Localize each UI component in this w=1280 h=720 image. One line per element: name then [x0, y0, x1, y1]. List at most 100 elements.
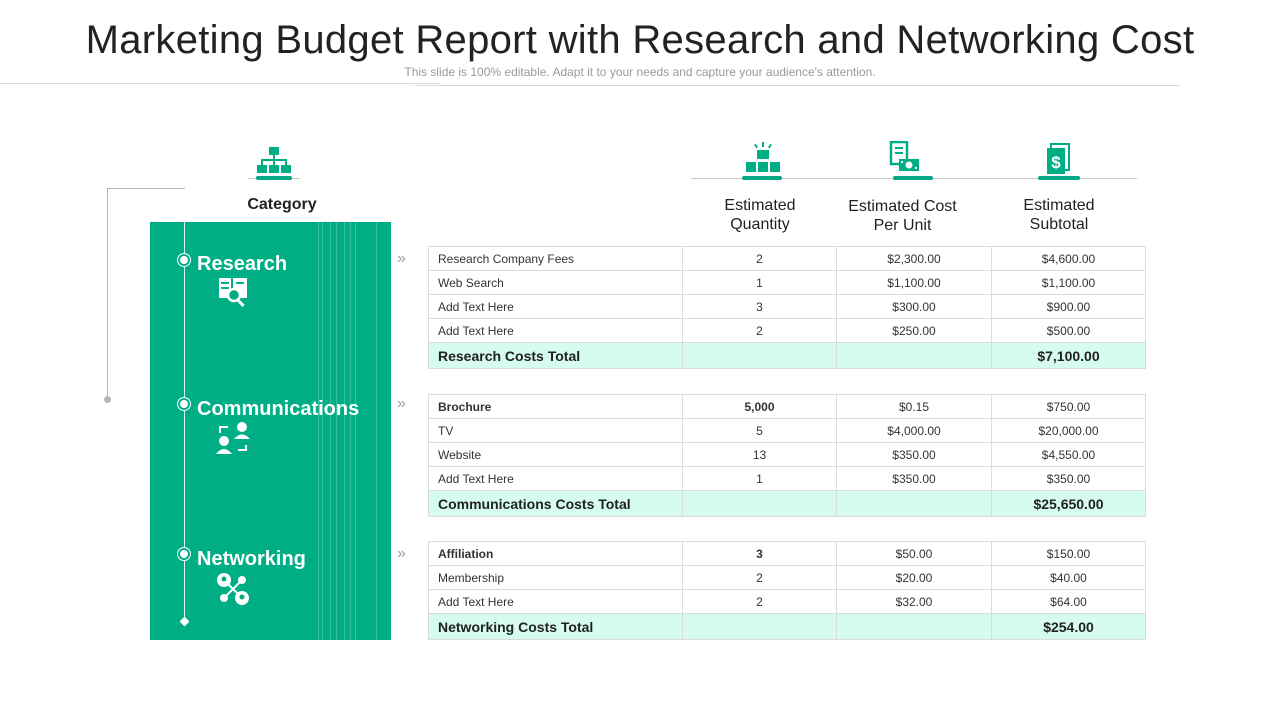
quantity-cell: 5,000	[682, 394, 837, 419]
item-name: Research Company Fees	[428, 246, 683, 271]
table-row: Add Text Here 2 $250.00 $500.00	[428, 318, 1146, 343]
timeline-connector	[107, 188, 185, 400]
quantity-cell: 2	[682, 589, 837, 614]
table-row: Add Text Here 1 $350.00 $350.00	[428, 466, 1146, 491]
table-row: Add Text Here 3 $300.00 $900.00	[428, 294, 1146, 319]
unit-cost-cell: $4,000.00	[836, 418, 992, 443]
item-name: Add Text Here	[428, 294, 683, 319]
unit-cost-cell: $50.00	[836, 541, 992, 566]
unit-cost-cell: $300.00	[836, 294, 992, 319]
subtotal-cell: $750.00	[991, 394, 1146, 419]
table-row: Brochure 5,000 $0.15 $750.00	[428, 394, 1146, 419]
total-value: $254.00	[991, 613, 1146, 640]
people-exchange-icon	[216, 421, 250, 455]
unit-cost-cell: $250.00	[836, 318, 992, 343]
item-name: TV	[428, 418, 683, 443]
unit-cost-cell: $1,100.00	[836, 270, 992, 295]
quantity-cell: 2	[682, 565, 837, 590]
slide-title: Marketing Budget Report with Research an…	[85, 18, 1195, 62]
subtotal-cell: $500.00	[991, 318, 1146, 343]
subtotal-header-bar	[1038, 176, 1080, 180]
category-communications: Communications	[197, 398, 360, 420]
hierarchy-icon	[256, 145, 292, 177]
connector-dot	[104, 396, 111, 403]
timeline-dot-communications	[178, 398, 190, 410]
subtotal-cell: $4,600.00	[991, 246, 1146, 271]
category-networking: Networking	[197, 548, 306, 570]
item-name: Website	[428, 442, 683, 467]
subtotal-column-header: Estimated Subtotal	[1023, 197, 1095, 233]
unit-cost-cell: $350.00	[836, 442, 992, 467]
quantity-cell: 3	[682, 294, 837, 319]
total-row: Communications Costs Total $25,650.00	[428, 490, 1146, 517]
subtotal-cell: $40.00	[991, 565, 1146, 590]
quantity-cell: 1	[682, 466, 837, 491]
quantity-cell: 2	[682, 318, 837, 343]
item-name: Membership	[428, 565, 683, 590]
unit-cost-cell: $350.00	[836, 466, 992, 491]
total-value: $25,650.00	[991, 490, 1146, 517]
item-name: Add Text Here	[428, 589, 683, 614]
unit-cost-cell: $32.00	[836, 589, 992, 614]
table-row: Membership 2 $20.00 $40.00	[428, 565, 1146, 590]
timeline-line	[184, 222, 185, 622]
total-label: Communications Costs Total	[428, 490, 683, 517]
title-divider	[0, 83, 440, 84]
quantity-column-header: Estimated Quantity	[724, 197, 796, 233]
item-name: Web Search	[428, 270, 683, 295]
category-header-bar	[256, 176, 292, 180]
quantity-cell: 5	[682, 418, 837, 443]
stacked-boxes-icon	[744, 142, 782, 176]
chevron-right-icon: »	[397, 250, 406, 267]
cost-header-bar	[893, 176, 933, 180]
table-row: Add Text Here 2 $32.00 $64.00	[428, 589, 1146, 614]
item-name: Brochure	[428, 394, 683, 419]
timeline-dot-research	[178, 254, 190, 266]
network-people-icon	[216, 572, 250, 606]
chevron-right-icon: »	[397, 395, 406, 412]
subtotal-cell: $20,000.00	[991, 418, 1146, 443]
subtotal-cell: $900.00	[991, 294, 1146, 319]
item-name: Add Text Here	[428, 466, 683, 491]
subtotal-cell: $150.00	[991, 541, 1146, 566]
item-name: Affiliation	[428, 541, 683, 566]
subtotal-cell: $4,550.00	[991, 442, 1146, 467]
cost-per-unit-column-header: Estimated Cost Per Unit	[848, 198, 957, 234]
quantity-header-bar	[742, 176, 782, 180]
category-panel	[150, 222, 391, 640]
table-row: Affiliation 3 $50.00 $150.00	[428, 541, 1146, 566]
invoice-money-icon	[889, 141, 921, 175]
networking-cost-table: Affiliation 3 $50.00 $150.00 Membership …	[428, 541, 1146, 640]
communications-cost-table: Brochure 5,000 $0.15 $750.00 TV 5 $4,000…	[428, 394, 1146, 517]
item-name: Add Text Here	[428, 318, 683, 343]
total-row: Research Costs Total $7,100.00	[428, 342, 1146, 369]
unit-cost-cell: $0.15	[836, 394, 992, 419]
table-row: TV 5 $4,000.00 $20,000.00	[428, 418, 1146, 443]
quantity-cell: 2	[682, 246, 837, 271]
subtotal-cell: $350.00	[991, 466, 1146, 491]
slide-subtitle: This slide is 100% editable. Adapt it to…	[404, 65, 876, 79]
total-value: $7,100.00	[991, 342, 1146, 369]
table-row: Web Search 1 $1,100.00 $1,100.00	[428, 270, 1146, 295]
table-row: Website 13 $350.00 $4,550.00	[428, 442, 1146, 467]
category-research: Research	[197, 253, 288, 275]
quantity-cell: 13	[682, 442, 837, 467]
unit-cost-cell: $20.00	[836, 565, 992, 590]
subtotal-cell: $1,100.00	[991, 270, 1146, 295]
dollar-document-icon: $	[1044, 142, 1072, 176]
research-document-search-icon	[217, 276, 251, 310]
unit-cost-cell: $2,300.00	[836, 246, 992, 271]
total-label: Research Costs Total	[428, 342, 683, 369]
chevron-right-icon: »	[397, 545, 406, 562]
research-cost-table: Research Company Fees 2 $2,300.00 $4,600…	[428, 246, 1146, 369]
timeline-dot-networking	[178, 548, 190, 560]
total-row: Networking Costs Total $254.00	[428, 613, 1146, 640]
total-label: Networking Costs Total	[428, 613, 683, 640]
quantity-cell: 3	[682, 541, 837, 566]
category-column-header: Category	[247, 196, 317, 213]
title-divider-secondary	[415, 85, 1180, 86]
table-row: Research Company Fees 2 $2,300.00 $4,600…	[428, 246, 1146, 271]
quantity-cell: 1	[682, 270, 837, 295]
svg-text:$: $	[1051, 153, 1061, 172]
subtotal-cell: $64.00	[991, 589, 1146, 614]
